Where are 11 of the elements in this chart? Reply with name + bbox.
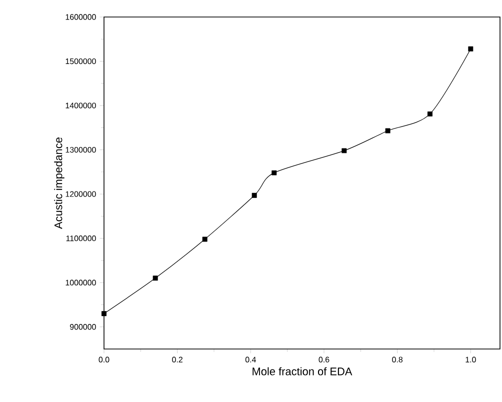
point	[272, 170, 277, 176]
x-axis-title: Mole fraction of EDA	[252, 367, 352, 376]
point	[342, 148, 347, 154]
point	[468, 46, 474, 52]
point	[152, 276, 158, 281]
point	[252, 192, 257, 198]
point	[102, 311, 106, 316]
point	[385, 128, 390, 134]
point	[427, 111, 432, 116]
point	[202, 236, 208, 242]
y-axis-title: Acustic impedance	[54, 138, 64, 229]
